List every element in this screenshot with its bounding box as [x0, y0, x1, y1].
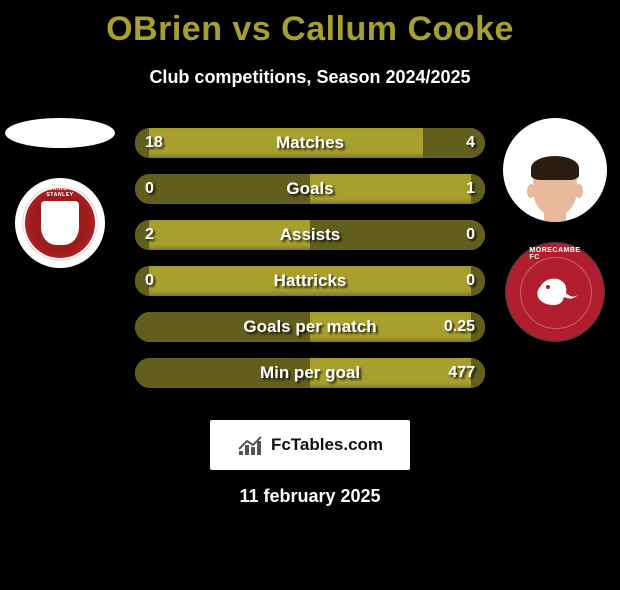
stat-left-value: 0 — [145, 272, 154, 290]
site-logo-icon — [237, 433, 265, 457]
left-player-column: ACCRINGTON STANLEY — [0, 118, 120, 268]
right-player-column: MORECAMBE FC — [490, 118, 620, 342]
site-badge-text: FcTables.com — [271, 435, 383, 455]
left-club-badge: ACCRINGTON STANLEY — [15, 178, 105, 268]
stat-label: Matches — [276, 133, 344, 153]
site-badge[interactable]: FcTables.com — [210, 420, 410, 470]
stat-label: Goals per match — [243, 317, 376, 337]
stat-row: Goals per match 0.25 — [135, 312, 485, 342]
stat-right-value: 4 — [466, 134, 475, 152]
footer-date: 11 february 2025 — [0, 486, 620, 507]
right-player-avatar — [503, 118, 607, 222]
stat-right-value: 1 — [466, 180, 475, 198]
stat-bar-right-dim — [423, 128, 485, 158]
subtitle: Club competitions, Season 2024/2025 — [0, 67, 620, 88]
stat-right-value: 0 — [466, 272, 475, 290]
stat-right-value: 0.25 — [444, 318, 475, 336]
left-player-avatar-placeholder — [5, 118, 115, 148]
stat-row: 18 Matches 4 — [135, 128, 485, 158]
stat-label: Assists — [280, 225, 340, 245]
right-club-badge-text: MORECAMBE FC — [529, 247, 580, 261]
left-club-badge-text: ACCRINGTON STANLEY — [39, 186, 82, 198]
shrimp-icon — [532, 273, 584, 313]
stat-left-value: 2 — [145, 226, 154, 244]
stat-label: Hattricks — [274, 271, 347, 291]
stat-right-value: 0 — [466, 226, 475, 244]
stat-label: Goals — [286, 179, 333, 199]
stat-row: 0 Hattricks 0 — [135, 266, 485, 296]
stat-row: Min per goal 477 — [135, 358, 485, 388]
stat-label: Min per goal — [260, 363, 360, 383]
stat-row: 2 Assists 0 — [135, 220, 485, 250]
shield-icon — [41, 201, 79, 245]
page-title: OBrien vs Callum Cooke — [0, 10, 620, 49]
stat-rows: 18 Matches 4 0 Goals 1 2 Assists 0 0 Hattricks 0 Goa… — [135, 128, 485, 404]
stat-left-value: 18 — [145, 134, 163, 152]
right-club-badge: MORECAMBE FC — [505, 242, 605, 342]
stat-left-value: 0 — [145, 180, 154, 198]
stat-right-value: 477 — [448, 364, 475, 382]
comparison-panel: ACCRINGTON STANLEY 18 Matches 4 0 Goals 1 2 Ass… — [0, 118, 620, 408]
stat-bar-left-dim — [135, 174, 310, 204]
stat-row: 0 Goals 1 — [135, 174, 485, 204]
